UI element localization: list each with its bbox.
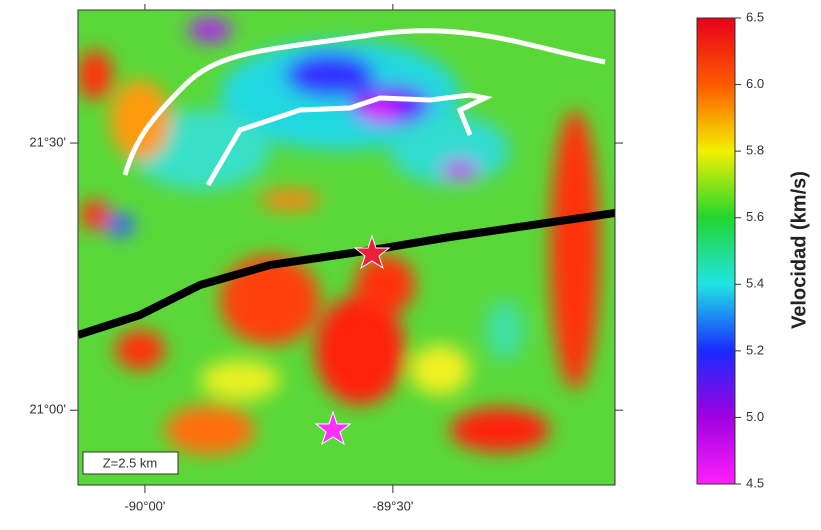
x-tick-label: -89°30': [372, 498, 413, 513]
colorbar-tick-label: 6.5: [746, 9, 764, 24]
y-tick-label: 21°00': [29, 402, 66, 417]
colorbar-tick-label: 4.5: [746, 475, 764, 490]
y-tick-label: 21°30': [29, 134, 66, 149]
x-tick-label: -90°00': [124, 498, 165, 513]
colorbar-tick-label: 5.8: [746, 143, 764, 158]
colorbar-tick-label: 6.0: [746, 76, 764, 91]
colorbar-tick-label: 5.6: [746, 209, 764, 224]
depth-label: Z=2.5 km: [103, 455, 158, 470]
colorbar-tick-label: 5.4: [746, 276, 764, 291]
figure: Z=2.5 km Velocidad (km/s) -90°00' -89°30'…: [0, 0, 821, 525]
velocity-map: [77, 10, 615, 485]
colorbar-label: Velocidad (km/s): [788, 171, 810, 329]
colorbar-tick-label: 5.2: [746, 342, 764, 357]
colorbar: [697, 18, 735, 484]
colorbar-tick-label: 5.0: [746, 409, 764, 424]
